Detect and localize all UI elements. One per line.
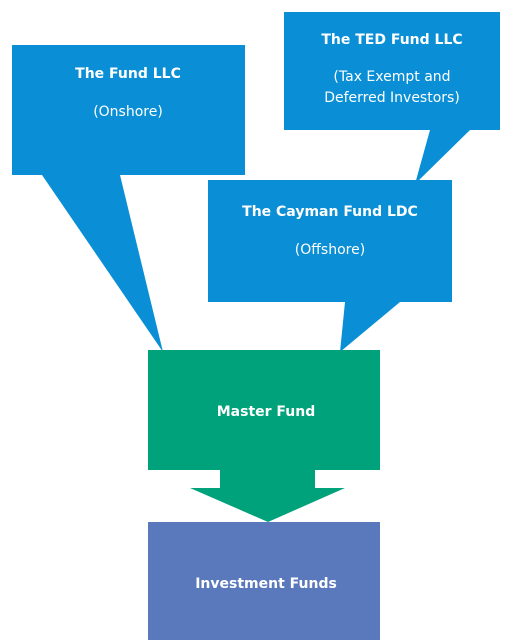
node-title: The Fund LLC bbox=[75, 66, 181, 82]
cayman-fund-callout: The Cayman Fund LDC (Offshore) bbox=[208, 180, 452, 352]
ted-fund-callout: The TED Fund LLC (Tax Exempt and Deferred… bbox=[284, 12, 500, 184]
callout-shape bbox=[12, 45, 245, 352]
subtitle-line: (Tax Exempt and bbox=[333, 69, 450, 85]
fund-llc-callout: The Fund LLC (Onshore) bbox=[12, 45, 245, 352]
callout-shape bbox=[284, 12, 500, 184]
node-title: The Cayman Fund LDC bbox=[242, 204, 418, 220]
box bbox=[148, 350, 380, 470]
investment-funds: Investment Funds bbox=[148, 522, 380, 640]
subtitle-line: Deferred Investors) bbox=[324, 90, 460, 106]
callout-shape bbox=[208, 180, 452, 352]
node-title: The TED Fund LLC bbox=[321, 32, 462, 48]
node-title: Investment Funds bbox=[195, 576, 337, 592]
node-subtitle-line: (Tax Exempt and Deferred Investors) bbox=[324, 69, 460, 106]
node-subtitle: (Offshore) bbox=[295, 242, 365, 258]
box bbox=[148, 522, 380, 640]
master-fund: Master Fund bbox=[148, 350, 380, 522]
node-title: Master Fund bbox=[217, 404, 316, 420]
node-subtitle: (Onshore) bbox=[93, 104, 163, 120]
arrow bbox=[190, 470, 345, 522]
